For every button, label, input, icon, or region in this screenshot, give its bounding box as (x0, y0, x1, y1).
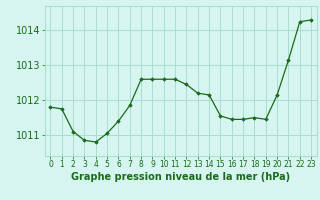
X-axis label: Graphe pression niveau de la mer (hPa): Graphe pression niveau de la mer (hPa) (71, 172, 290, 182)
